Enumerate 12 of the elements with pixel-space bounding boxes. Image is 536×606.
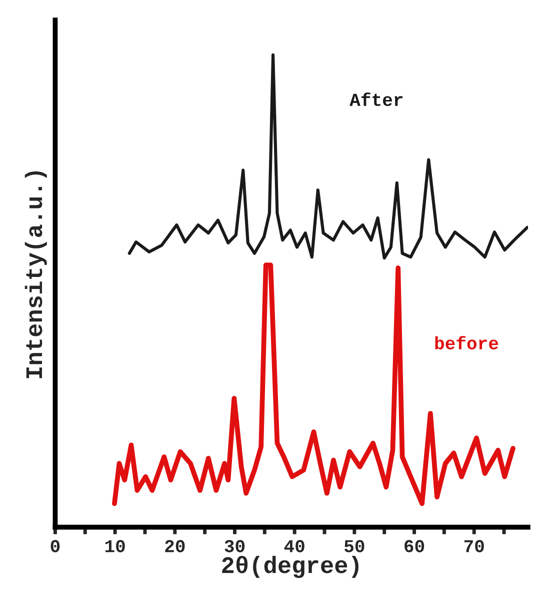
- x-tick-label: 0: [50, 540, 60, 552]
- x-tick-label: 20: [165, 540, 185, 552]
- series-label: before: [435, 336, 498, 350]
- x-axis-title: 2θ(degree): [222, 556, 358, 578]
- x-tick-label: 10: [105, 540, 125, 552]
- text: After: [350, 92, 402, 106]
- y-axis-title: Intensity(a.u.): [24, 171, 47, 378]
- x-tick-label: 30: [224, 540, 245, 552]
- x-tick-label: 60: [404, 540, 424, 552]
- x-tick-label: 50: [344, 540, 364, 552]
- x-tick-label: 70: [464, 540, 484, 552]
- x-tick-label: 40: [284, 540, 304, 552]
